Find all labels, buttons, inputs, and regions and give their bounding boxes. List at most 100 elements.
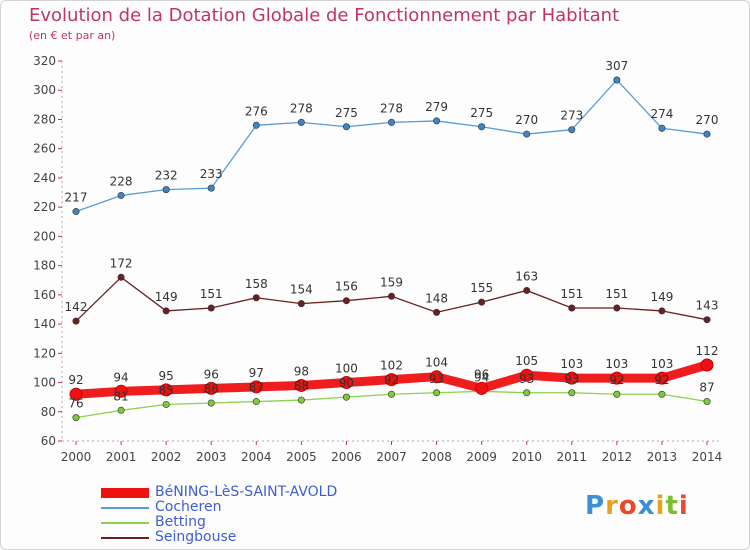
data-point [72,317,80,325]
data-point [433,117,441,125]
data-point [700,358,714,372]
data-label: 96 [204,367,219,381]
data-point [72,414,80,422]
data-point [387,292,395,300]
data-point [249,380,263,394]
data-label: 105 [515,354,538,368]
data-point [703,316,711,324]
data-point [703,398,711,406]
data-point [658,390,666,398]
data-point [523,286,531,294]
data-point [342,393,350,401]
data-label: 273 [560,109,583,123]
legend-item: Seingbouse [101,530,337,545]
data-label: 100 [335,362,358,376]
data-point [568,304,576,312]
data-label: 76 [68,397,83,411]
data-label: 88 [294,379,309,393]
data-point [204,381,218,395]
x-tick-label: 2008 [421,450,452,464]
y-tick-label: 300 [33,83,56,97]
data-point [117,191,125,199]
data-point [613,76,621,84]
data-label: 142 [65,300,88,314]
data-point [162,186,170,194]
data-label: 112 [696,344,719,358]
x-tick-label: 2005 [286,450,317,464]
data-point [162,307,170,315]
data-label: 102 [380,359,403,373]
series-line [75,79,708,213]
data-point [117,273,125,281]
y-tick-label: 100 [33,376,56,390]
data-point [297,118,305,126]
data-label: 151 [200,287,223,301]
data-label: 228 [110,174,133,188]
data-label: 172 [110,256,133,270]
data-point [658,307,666,315]
data-label: 103 [560,357,583,371]
y-tick-label: 220 [33,200,56,214]
data-label: 104 [425,356,448,370]
data-point [387,390,395,398]
data-label: 93 [429,372,444,386]
data-label: 270 [515,113,538,127]
legend-item: Cocheren [101,500,337,515]
y-tick-label: 80 [41,405,56,419]
data-label: 97 [249,366,264,380]
data-point [252,121,260,129]
data-point [655,371,669,385]
y-tick-label: 200 [33,229,56,243]
x-tick-label: 2010 [511,450,542,464]
data-point [433,308,441,316]
x-tick-label: 2000 [61,450,92,464]
data-point [207,399,215,407]
chart-title: Evolution de la Dotation Globale de Fonc… [29,5,620,26]
data-label: 85 [159,383,174,397]
y-tick-label: 320 [33,54,56,68]
data-point [478,298,486,306]
data-label: 94 [474,370,489,384]
proxiti-logo: Proxiti [585,491,689,521]
data-label: 93 [519,372,534,386]
data-point [207,304,215,312]
data-point [252,398,260,406]
data-label: 233 [200,167,223,181]
x-tick-label: 2003 [196,450,227,464]
x-tick-label: 2001 [106,450,137,464]
y-tick-label: 120 [33,346,56,360]
data-label: 94 [113,370,128,384]
y-tick-label: 280 [33,112,56,126]
data-point [658,124,666,132]
data-point [117,406,125,414]
x-tick-label: 2002 [151,450,182,464]
data-label: 87 [249,381,264,395]
data-label: 98 [294,364,309,378]
data-label: 92 [384,373,399,387]
data-point [339,376,353,390]
y-tick-label: 180 [33,259,56,273]
data-label: 96 [474,367,489,381]
data-label: 81 [113,389,128,403]
data-point [297,300,305,308]
legend-label: Betting [155,514,206,530]
data-point [387,118,395,126]
data-point [433,389,441,397]
y-tick-label: 240 [33,171,56,185]
data-point [568,389,576,397]
legend-label: Seingbouse [155,529,237,545]
data-label: 270 [696,113,719,127]
data-point [523,130,531,138]
y-tick-label: 260 [33,142,56,156]
data-point [475,381,489,395]
legend-label: BéNING-LèS-SAINT-AVOLD [155,484,338,500]
legend-swatch [101,487,149,498]
data-label: 95 [159,369,174,383]
x-tick-label: 2006 [331,450,362,464]
data-label: 278 [380,101,403,115]
data-point [610,371,624,385]
data-label: 232 [155,169,178,183]
data-point [613,304,621,312]
data-label: 86 [204,382,219,396]
